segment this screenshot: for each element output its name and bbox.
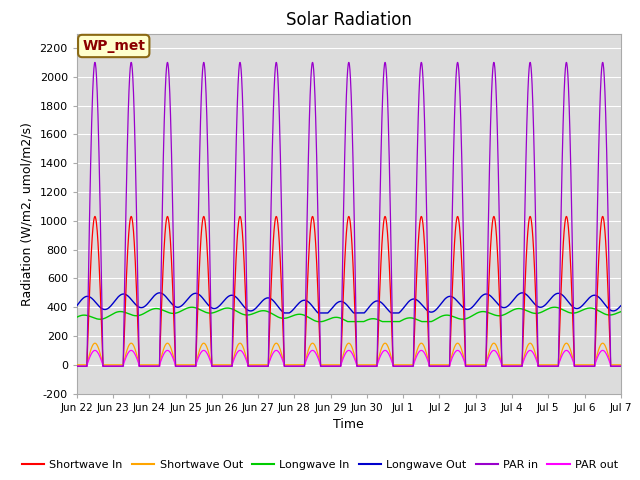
Text: WP_met: WP_met bbox=[82, 39, 145, 53]
Legend: Shortwave In, Shortwave Out, Longwave In, Longwave Out, PAR in, PAR out: Shortwave In, Shortwave Out, Longwave In… bbox=[17, 456, 623, 474]
X-axis label: Time: Time bbox=[333, 418, 364, 431]
Title: Solar Radiation: Solar Radiation bbox=[286, 11, 412, 29]
Y-axis label: Radiation (W/m2, umol/m2/s): Radiation (W/m2, umol/m2/s) bbox=[21, 121, 34, 306]
